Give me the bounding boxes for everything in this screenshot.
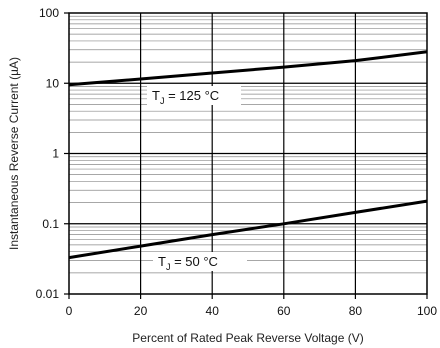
y-tick-label: 1 <box>52 147 59 161</box>
x-tick-label: 40 <box>206 304 220 318</box>
series-label-background <box>147 86 241 105</box>
x-tick-label: 100 <box>417 304 437 318</box>
series-line <box>68 50 428 87</box>
x-tick-label: 0 <box>66 304 73 318</box>
x-tick-label: 20 <box>134 304 148 318</box>
x-axis-label: Percent of Rated Peak Reverse Voltage (V… <box>132 331 363 345</box>
x-tick-label: 60 <box>277 304 291 318</box>
x-tick-label: 80 <box>349 304 363 318</box>
y-axis-label: Instantaneous Reverse Current (µA) <box>7 57 21 250</box>
y-tick-label: 100 <box>39 6 59 20</box>
y-tick-label: 10 <box>46 76 60 90</box>
grid <box>69 13 427 294</box>
series-label: TJ = 50 °C <box>158 254 218 272</box>
series-label-background <box>153 252 247 271</box>
y-tick-label: 0.01 <box>36 287 60 301</box>
tick-labels: 0 20 40 60 80 100 0.01 0.1 1 10 100 <box>36 6 438 318</box>
series-label: TJ = 125 °C <box>152 88 219 106</box>
y-tick-label: 0.1 <box>42 217 59 231</box>
series-group: TJ = 125 °C TJ = 50 °C <box>68 50 428 272</box>
series-line <box>68 199 428 260</box>
